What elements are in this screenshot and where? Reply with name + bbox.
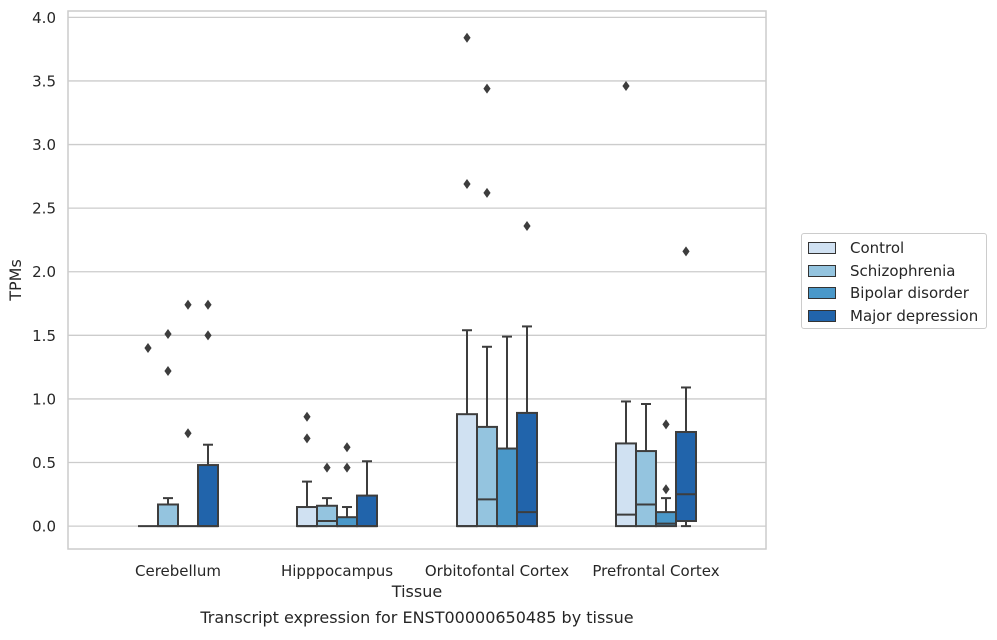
x-axis-label: Tissue (391, 582, 442, 601)
y-tick-label: 3.0 (32, 136, 56, 154)
box-body (496, 447, 518, 528)
outlier-point (164, 365, 172, 376)
outlier-point (463, 178, 471, 189)
legend-swatch-bipolar-disorder (808, 287, 836, 300)
box-orbitofontal-cortex-schizophrenia (476, 83, 498, 528)
outlier-point (184, 428, 192, 439)
legend-swatch-major-depression (808, 309, 836, 322)
outlier-point (303, 411, 311, 422)
box-orbitofontal-cortex-control (456, 32, 478, 528)
outlier-point (303, 433, 311, 444)
box-hipppocampus-schizophrenia (316, 462, 338, 528)
box-hipppocampus-major-depression (356, 460, 378, 528)
box-hipppocampus-control (296, 411, 318, 528)
outlier-point (184, 299, 192, 310)
outlier-point (144, 343, 152, 354)
legend-label-schizophrenia: Schizophrenia (850, 261, 956, 280)
legend-swatch-control (808, 242, 836, 255)
box-prefrontal-cortex-bipolar-disorder (655, 419, 677, 528)
x-tick-label-cerebellum: Cerebellum (135, 562, 221, 580)
box-body (516, 411, 538, 528)
outlier-point (204, 330, 212, 341)
legend-item-schizophrenia: Schizophrenia (808, 260, 986, 283)
box-body (197, 464, 219, 528)
box-cerebellum-schizophrenia (157, 329, 179, 528)
outlier-point (682, 246, 690, 257)
x-tick-label-orbitofontal-cortex: Orbitofontal Cortex (425, 562, 569, 580)
outlier-point (343, 442, 351, 453)
outlier-point (343, 462, 351, 473)
y-tick-label: 1.0 (32, 390, 56, 408)
legend: Control Schizophrenia Bipolar disorder M… (801, 233, 987, 329)
box-prefrontal-cortex-schizophrenia (635, 403, 657, 528)
x-tick-label-prefrontal-cortex: Prefrontal Cortex (592, 562, 719, 580)
y-tick-label: 0.0 (32, 518, 56, 536)
outlier-point (662, 484, 670, 495)
y-axis-label: TPMs (6, 259, 25, 302)
box-orbitofontal-cortex-bipolar-disorder (496, 335, 518, 528)
outlier-point (662, 419, 670, 430)
legend-label-control: Control (850, 239, 905, 258)
y-tick-label: 2.0 (32, 263, 56, 281)
legend-item-bipolar-disorder: Bipolar disorder (808, 282, 986, 305)
outlier-point (483, 83, 491, 94)
y-tick-label: 2.5 (32, 200, 56, 218)
box-body (675, 430, 697, 523)
legend-item-control: Control (808, 237, 986, 260)
box-cerebellum-major-depression (197, 299, 219, 528)
legend-swatch-schizophrenia (808, 264, 836, 277)
box-cerebellum-control (138, 343, 158, 528)
box-body (296, 506, 318, 528)
box-prefrontal-cortex-major-depression (675, 246, 697, 528)
y-tick-label: 3.5 (32, 72, 56, 90)
box-prefrontal-cortex-control (615, 81, 637, 528)
y-tick-label: 1.5 (32, 327, 56, 345)
box-body (157, 503, 179, 528)
outlier-point (622, 81, 630, 92)
chart-title: Transcript expression for ENST0000065048… (199, 608, 633, 627)
box-body (316, 504, 338, 528)
box-body (456, 413, 478, 528)
plot-frame (67, 10, 767, 550)
box-body (356, 494, 378, 528)
box-cerebellum-bipolar-disorder (178, 299, 198, 528)
legend-label-major-depression: Major depression (850, 306, 979, 325)
outlier-point (164, 329, 172, 340)
x-tick-label-hipppocampus: Hipppocampus (281, 562, 393, 580)
y-tick-label: 0.5 (32, 454, 56, 472)
y-tick-label: 4.0 (32, 9, 56, 27)
outlier-point (204, 299, 212, 310)
box-body (476, 425, 498, 528)
box-hipppocampus-bipolar-disorder (336, 442, 358, 528)
box-orbitofontal-cortex-major-depression (516, 220, 538, 528)
box-body (336, 516, 358, 528)
legend-label-bipolar-disorder: Bipolar disorder (850, 284, 969, 303)
outlier-point (323, 462, 331, 473)
outlier-point (483, 187, 491, 198)
box-body (635, 450, 657, 528)
outlier-point (523, 220, 531, 231)
outlier-point (463, 32, 471, 43)
legend-item-major-depression: Major depression (808, 305, 986, 328)
